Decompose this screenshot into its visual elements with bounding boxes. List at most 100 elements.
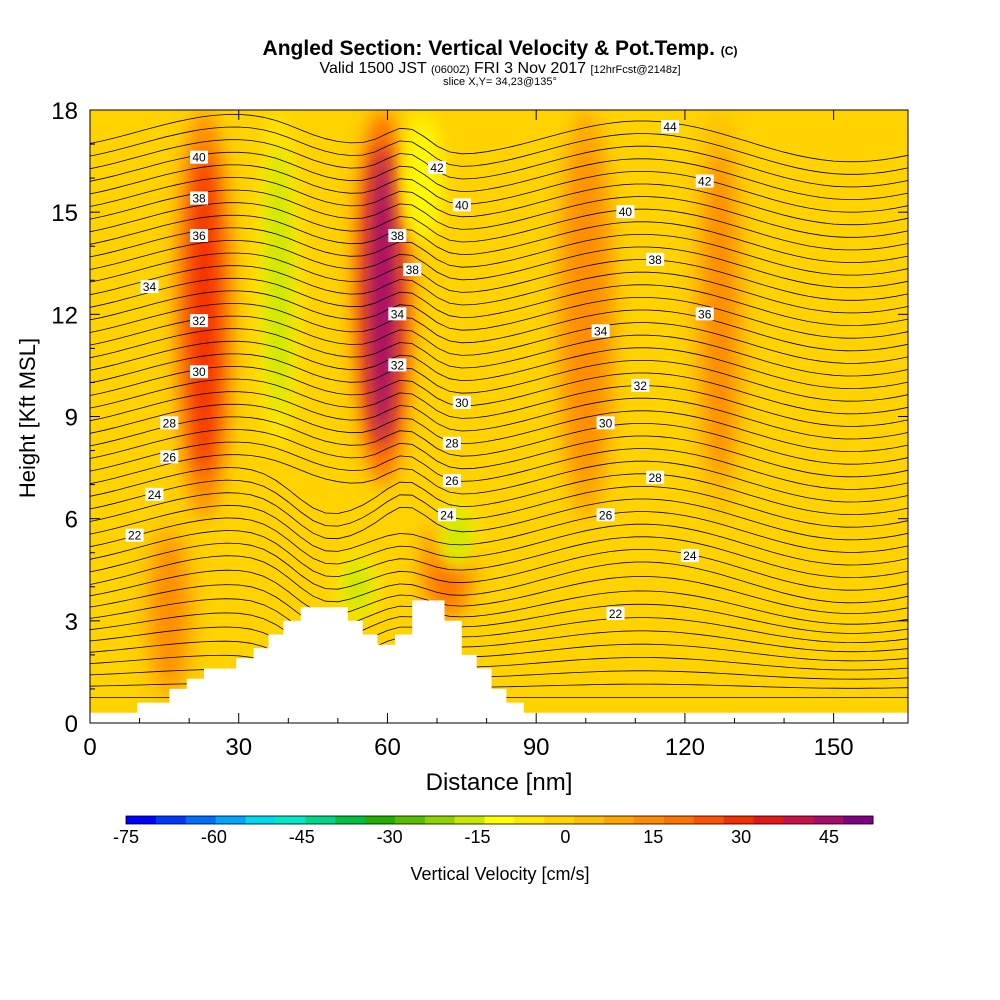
colorbar-swatch [424,816,456,824]
contour-label-bg [190,365,209,379]
colorbar-frame [125,815,874,825]
contour-label: 28 [163,416,177,430]
theta-contour [90,290,908,339]
contour-label-bg [442,436,461,450]
y-tick-label: 12 [51,302,78,329]
colorbar-swatch [693,816,724,824]
contour-label-bg [631,378,650,392]
theta-contour [90,530,908,579]
theta-contour [90,177,908,226]
contour-label-bg [388,307,407,321]
theta-contour [90,429,908,478]
colorbar-tick-label: 45 [819,827,839,847]
contour-label-bg [125,528,144,542]
terrain-profile [90,600,908,723]
theta-contour [90,252,908,301]
colorbar-tick-label: 15 [643,827,663,847]
theta-contour [90,240,908,289]
contour-label-bg [616,205,635,219]
contour-label: 34 [391,307,405,321]
colorbar-swatch [245,816,276,824]
contour-label-bg [661,120,680,134]
theta-contour [90,227,908,276]
colorbar-tick-label: 0 [560,827,570,847]
contour-label-bg [190,314,209,328]
contour-label-bg [437,508,456,522]
contour-label-bg [140,280,159,294]
contour-label: 40 [619,205,633,219]
chart-title-block: Angled Section: Vertical Velocity & Pot.… [0,38,1000,88]
colorbar-swatch [484,816,515,824]
contour-label: 40 [455,198,469,212]
theta-contour [90,214,908,263]
y-tick-label: 18 [51,98,78,125]
contour-label-bg [452,395,471,409]
theta-contour [90,139,908,188]
x-tick-label: 60 [374,734,401,761]
colorbar-swatch [783,816,814,824]
y-tick-label: 6 [65,507,78,534]
colorbar-swatch [215,816,246,824]
valid-date: FRI 3 Nov 2017 [473,60,587,77]
contour-label: 38 [648,253,662,267]
contour-label: 24 [683,549,697,563]
colorbar-tick-label: 30 [731,827,751,847]
slice-info: slice X,Y= 34,23@135° [443,76,557,88]
contour-label: 26 [445,474,459,488]
theta-contour [90,612,908,653]
colorbar-swatch [335,816,366,824]
theta-contour [90,189,908,238]
colorbar-swatch [454,816,485,824]
theta-contour [90,126,908,175]
contour-label-bg [160,450,179,464]
theta-contour [90,303,908,352]
contour-label-bg [695,307,714,321]
colorbar-label: Vertical Velocity [cm/s] [410,864,589,884]
colorbar-swatch [843,816,874,824]
contour-label-bg [596,508,615,522]
colorbar-tick-label: -60 [201,827,227,847]
colorbar-swatch [813,816,844,824]
theta-contour [90,467,908,516]
contour-label: 44 [663,120,677,134]
theta-contour [90,517,908,566]
contour-label-bg [442,474,461,488]
contour-label: 30 [455,396,469,410]
x-axis: 0 30 60 90 120 150 [83,110,884,761]
contour-label-bg [680,549,699,563]
contour-label: 24 [440,508,454,522]
forecast-info: [12hrFcst@2148z] [590,64,681,76]
contour-label: 38 [391,229,405,243]
contour-label: 32 [391,358,405,372]
colorbar-swatch [365,816,396,824]
colorbar-tick-label: -15 [465,827,491,847]
vv-feature-core [152,537,186,688]
colorbar-swatch [305,816,336,824]
y-axis-label: Height [Kft MSL] [15,338,40,498]
colorbar-swatch [185,816,217,824]
contour-label-bg [646,470,665,484]
y-tick-label: 3 [65,609,78,636]
theta-contour [90,378,908,427]
theta-contour [90,504,908,553]
contour-label-bg [695,174,714,188]
y-tick-label: 9 [65,405,78,432]
theta-contour [90,542,908,591]
contour-label-bg [646,252,665,266]
theta-contour [90,151,908,200]
colorbar-swatch [633,816,665,824]
colorbar-swatch [514,816,545,824]
contour-label-bg [428,160,447,174]
x-tick-label: 150 [814,734,854,761]
theta-contour [90,654,908,691]
theta-contour [90,569,908,615]
colorbar-swatch [275,816,306,824]
colorbar-swatch [155,816,187,824]
contour-label: 28 [445,437,459,451]
contour-label: 38 [406,263,420,277]
contour-label: 34 [143,280,157,294]
contour-label: 34 [594,324,608,338]
colorbar-swatch [544,816,575,824]
vv-feature-core [366,147,399,448]
vv-feature-core [266,144,291,417]
